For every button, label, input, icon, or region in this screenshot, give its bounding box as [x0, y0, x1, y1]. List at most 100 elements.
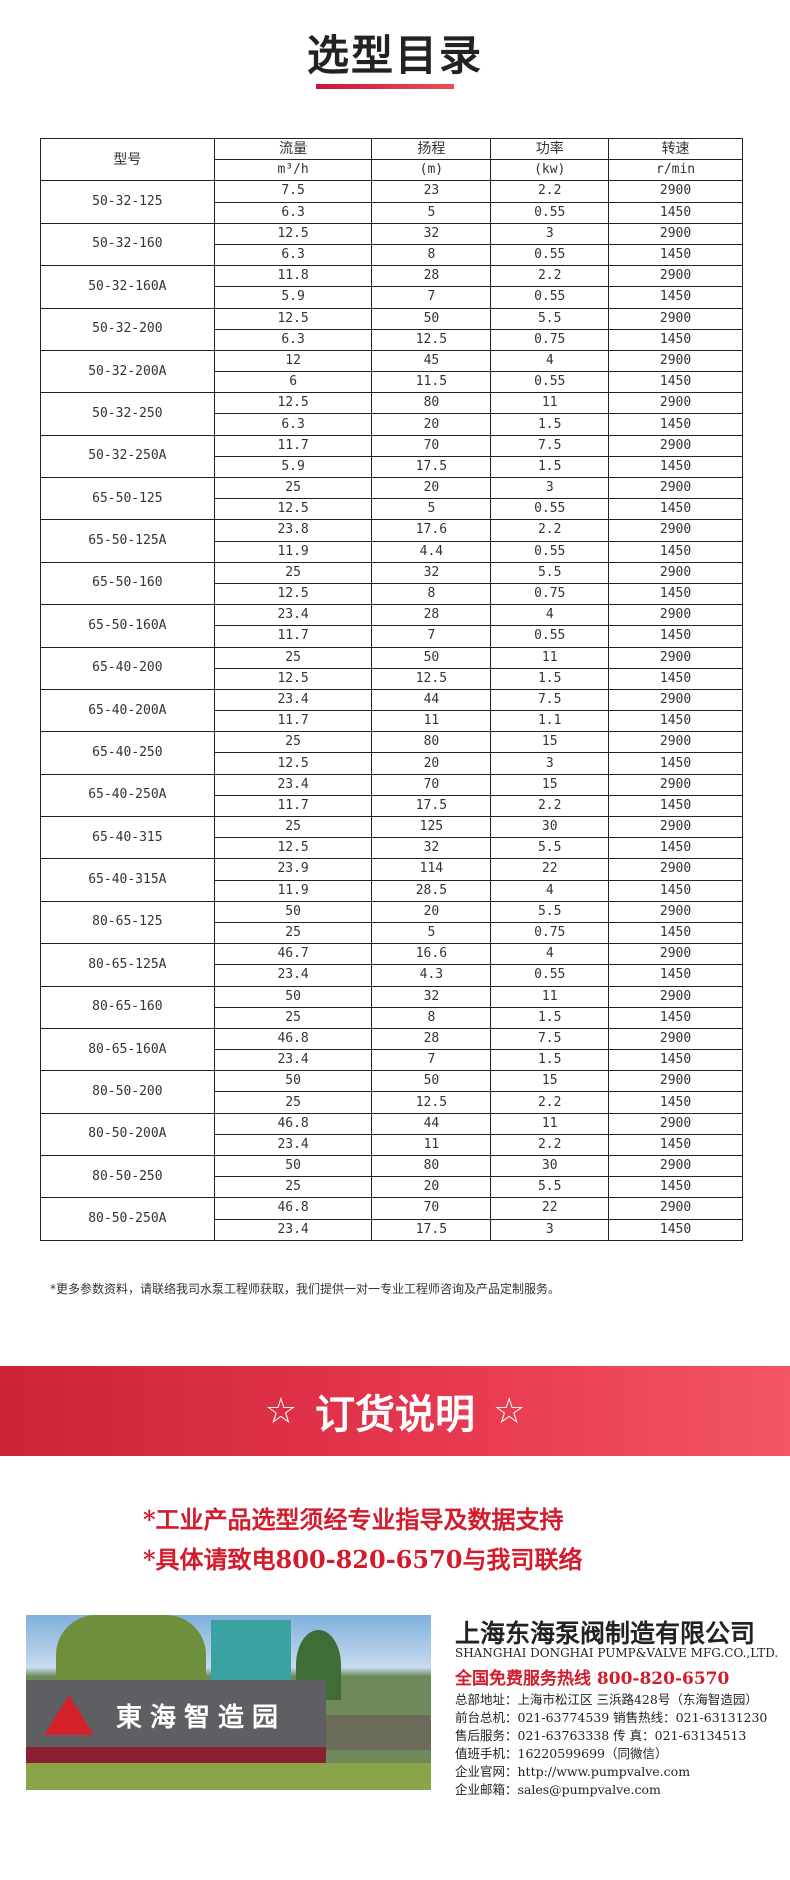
table-row: 65-40-250 25 80 15 2900: [40, 731, 743, 775]
header-flow: 流量: [213, 137, 373, 161]
sign-text: 東海智造园: [116, 1703, 287, 1733]
table-row: 12.5 5 0.55 1450: [41, 498, 743, 521]
table-row: 11.9 28.5 4 1450: [41, 879, 743, 902]
power-cell: 5.5: [490, 307, 610, 330]
table-row: 50-32-200A 12 45 4 2900: [40, 349, 743, 394]
company-service-fax: 售后服务：021-63763338 传 真：021-63134513: [455, 1728, 747, 1743]
speed-cell: 1450: [608, 371, 743, 394]
head-cell: 5: [371, 201, 492, 224]
speed-cell: 1450: [608, 879, 743, 902]
table-row: 5.9 17.5 1.5 1450: [41, 455, 743, 479]
head-cell: 7: [371, 286, 492, 309]
power-cell: 0.75: [490, 582, 610, 606]
model-cell: 65-40-200: [40, 646, 215, 690]
power-cell: 15: [490, 1070, 610, 1093]
power-cell: 1.5: [490, 413, 610, 436]
power-cell: 11: [490, 646, 610, 669]
head-cell: 44: [371, 688, 492, 712]
model-cell: 50-32-160A: [40, 265, 215, 309]
table-row: 65-50-125A 23.8 17.6 2.2 2900: [40, 519, 743, 563]
model-cell: 80-50-200: [40, 1070, 215, 1114]
flow-cell: 12.5: [213, 498, 373, 521]
power-cell: 7.5: [490, 434, 610, 457]
table-row: 23.4 7 1.5 1450: [41, 1049, 743, 1072]
model-cell: 65-50-160: [40, 561, 215, 606]
company-email[interactable]: 企业邮箱：sales@pumpvalve.com: [455, 1782, 661, 1797]
table-row: 65-50-160A 23.4 28 4 2900: [40, 604, 743, 648]
speed-cell: 2900: [608, 815, 743, 839]
speed-cell: 2900: [608, 265, 743, 288]
power-cell: 7.5: [490, 1027, 610, 1051]
model-cell: 80-65-125A: [40, 943, 215, 987]
factory-photo: 東海智造园: [26, 1615, 431, 1790]
flow-cell: 11.7: [213, 794, 373, 818]
model-cell: 65-40-200A: [40, 688, 215, 733]
speed-cell: 1450: [608, 455, 743, 479]
flow-cell: 12.5: [213, 392, 373, 415]
header-model: 型号: [40, 137, 215, 182]
speed-cell: 1450: [608, 1091, 743, 1114]
power-cell: 3: [490, 476, 610, 500]
model-cell: 80-65-125: [40, 900, 215, 945]
flow-cell: 12.5: [213, 752, 373, 775]
table-row: 80-65-125 50 20 5.5 2900: [40, 900, 743, 945]
model-cell: 80-50-200A: [40, 1112, 215, 1157]
flow-cell: 23.9: [213, 858, 373, 881]
table-row: 65-40-200A 23.4 44 7.5 2900: [40, 688, 743, 733]
table-row: 65-50-125 25 20 3 2900: [40, 476, 743, 521]
speed-cell: 1450: [608, 1133, 743, 1157]
head-cell: 5: [371, 498, 492, 521]
head-cell: 12.5: [371, 328, 492, 351]
power-cell: 0.55: [490, 371, 610, 394]
flow-cell: 6.3: [213, 243, 373, 267]
flow-cell: 25: [213, 815, 373, 839]
footnote: *更多参数资料，请联络我司水泵工程师获取，我们提供一对一专业工程师咨询及产品定制…: [50, 1282, 561, 1296]
head-cell: 17.6: [371, 519, 492, 542]
speed-cell: 1450: [608, 286, 743, 309]
flow-cell: 23.4: [213, 1133, 373, 1157]
star-icon: ☆: [264, 1390, 297, 1432]
speed-cell: 2900: [608, 731, 743, 754]
power-cell: 3: [490, 752, 610, 775]
table-row: 65-40-250A 23.4 70 15 2900: [40, 773, 743, 818]
model-cell: 50-32-160: [40, 222, 215, 267]
table-row: 23.4 17.5 3 1450: [41, 1218, 743, 1241]
head-cell: 80: [371, 731, 492, 754]
head-cell: 114: [371, 858, 492, 881]
company-website[interactable]: 企业官网：http://www.pumpvalve.com: [455, 1764, 691, 1779]
flow-cell: 11.8: [213, 265, 373, 288]
power-cell: 30: [490, 1154, 610, 1178]
power-cell: 5.5: [490, 1176, 610, 1199]
flow-cell: 6.3: [213, 413, 373, 436]
flow-cell: 50: [213, 985, 373, 1008]
speed-cell: 1450: [608, 794, 743, 818]
flow-cell: 11.9: [213, 879, 373, 902]
head-cell: 28: [371, 604, 492, 627]
speed-cell: 1450: [608, 1049, 743, 1072]
speed-cell: 2900: [608, 222, 743, 245]
table-row: 80-50-200A 46.8 44 11 2900: [40, 1112, 743, 1157]
model-cell: 80-50-250A: [40, 1197, 215, 1241]
head-cell: 80: [371, 392, 492, 415]
head-cell: 11.5: [371, 371, 492, 394]
power-cell: 0.55: [490, 964, 610, 987]
speed-cell: 1450: [608, 964, 743, 987]
model-cell: 65-40-315A: [40, 858, 215, 902]
flow-cell: 12.5: [213, 582, 373, 606]
power-cell: 1.5: [490, 455, 610, 479]
table-row: 6 11.5 0.55 1450: [41, 371, 743, 394]
model-cell: 80-50-250: [40, 1154, 215, 1199]
table-row: 6.3 12.5 0.75 1450: [41, 328, 743, 351]
power-cell: 0.55: [490, 540, 610, 563]
head-cell: 50: [371, 307, 492, 330]
head-cell: 17.5: [371, 1218, 492, 1241]
page-title: 选型目录: [306, 31, 483, 80]
power-cell: 15: [490, 731, 610, 754]
star-icon: ☆: [493, 1390, 526, 1432]
power-cell: 1.5: [490, 1049, 610, 1072]
table-row: 65-50-160 25 32 5.5 2900: [40, 561, 743, 606]
unit-head: (m): [371, 159, 492, 182]
model-cell: 65-50-125A: [40, 519, 215, 563]
table-row: 6.3 5 0.55 1450: [41, 201, 743, 224]
order-banner: ☆ 订货说明 ☆: [0, 1366, 790, 1456]
